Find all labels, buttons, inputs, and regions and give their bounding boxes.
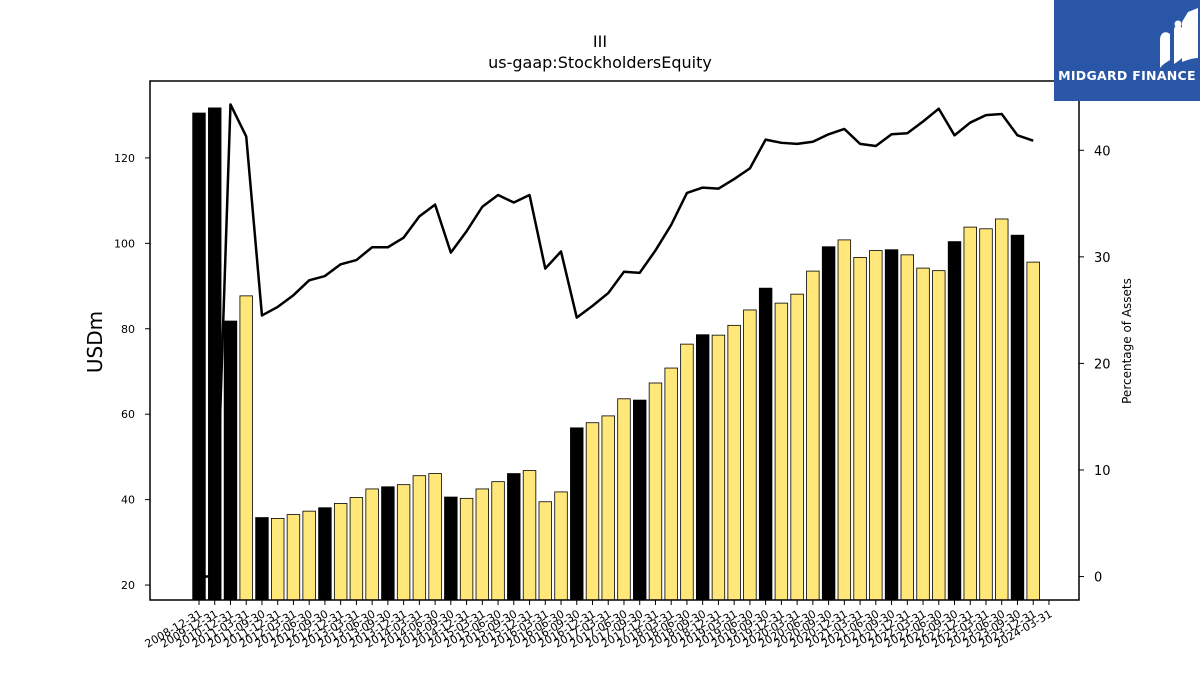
bar: [349, 497, 364, 601]
y-tick-label: 40: [121, 494, 135, 507]
y2-axis-label: Percentage of Assets: [1120, 278, 1134, 404]
y-tick-label: 120: [114, 152, 135, 165]
bar: [916, 267, 930, 601]
bar: [491, 481, 505, 601]
bar: [444, 496, 458, 601]
bar: [286, 514, 301, 601]
plot-frame: [149, 80, 1080, 601]
bar: [208, 107, 222, 601]
chart-title: III: [592, 32, 608, 51]
bar: [192, 112, 206, 601]
bar: [900, 254, 915, 601]
bar: [601, 415, 615, 601]
bar: [947, 241, 962, 601]
bar: [459, 497, 474, 601]
bar: [680, 343, 694, 601]
y-tick-label: 80: [121, 323, 135, 336]
bar: [396, 484, 411, 601]
bar: [428, 473, 442, 601]
bar: [412, 475, 427, 601]
bar: [302, 510, 316, 601]
bar: [821, 246, 836, 601]
bar: [617, 398, 631, 601]
bar: [853, 257, 867, 601]
y2-tick-label: 30: [1094, 251, 1111, 266]
brand-logo: MIDGARD FINANCE: [1054, 0, 1200, 101]
bar: [538, 501, 552, 601]
bar: [255, 517, 269, 601]
x-axis: 2008-12-312009-12-312010-12-312011-03-31…: [143, 600, 1054, 651]
bar: [806, 270, 820, 601]
y2-tick-label: 40: [1094, 144, 1111, 159]
bar: [365, 488, 379, 601]
bar: [711, 334, 726, 601]
bar: [522, 470, 537, 601]
bar: [570, 427, 584, 601]
bar: [270, 518, 285, 601]
bar: [333, 503, 348, 601]
y-tick-label: 60: [121, 408, 135, 421]
bar: [727, 324, 741, 601]
bar: [743, 309, 757, 601]
bar: [695, 334, 710, 601]
bar: [585, 422, 600, 601]
bar: [979, 228, 993, 601]
logo-text: MIDGARD FINANCE: [1058, 68, 1196, 83]
bar-series: [192, 107, 1040, 601]
bar: [633, 399, 647, 601]
bar: [774, 302, 789, 601]
bar: [239, 295, 253, 601]
bar: [1010, 234, 1025, 601]
bar: [475, 488, 490, 601]
bar: [790, 293, 804, 601]
bar: [869, 250, 883, 601]
right-axis: 0 10 20 30 40: [1079, 144, 1111, 586]
y2-tick-label: 0: [1094, 571, 1102, 586]
bar: [223, 320, 238, 601]
bar: [758, 287, 773, 601]
y-tick-label: 100: [114, 237, 135, 250]
bar: [884, 249, 899, 601]
bar: [995, 218, 1009, 601]
bar: [837, 239, 852, 601]
y-axis-label: USDm: [83, 311, 107, 373]
y2-tick-label: 10: [1094, 464, 1111, 479]
bar: [932, 270, 946, 601]
bar: [507, 473, 521, 601]
bar: [318, 507, 332, 601]
left-axis: 20 40 60 80 100 120: [114, 152, 150, 592]
chart-subtitle: us-gaap:StockholdersEquity: [488, 53, 712, 72]
bar: [664, 367, 678, 601]
percentage-line: [199, 103, 1034, 578]
bar: [648, 382, 663, 601]
y-tick-label: 20: [121, 579, 135, 592]
bar: [381, 486, 395, 601]
bar: [554, 491, 568, 601]
bar: [1026, 261, 1040, 601]
y2-tick-label: 20: [1094, 357, 1111, 372]
bar: [963, 226, 977, 601]
logo-mark-icon: [1160, 8, 1198, 68]
